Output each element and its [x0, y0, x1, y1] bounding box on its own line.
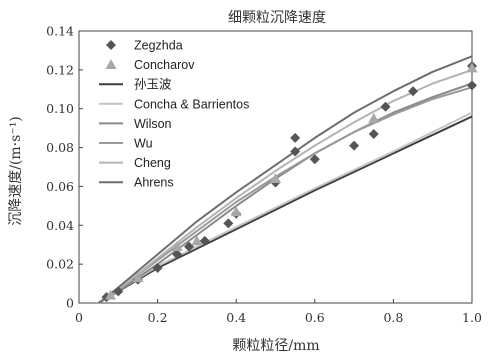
y-tick-label: 0.06	[46, 179, 74, 194]
y-axis-ticks: 0 0.02 0.04 0.06 0.08 0.10 0.12 0.14	[46, 24, 83, 311]
concharov-point	[191, 235, 203, 246]
legend-label: Wu	[134, 137, 153, 151]
zegzhda-point	[113, 286, 124, 297]
legend-label: Concha & Barrientos	[134, 97, 249, 111]
zegzhda-point	[467, 80, 477, 91]
legend-marker	[105, 59, 117, 69]
x-tick-label: 1.0	[462, 310, 482, 325]
concharov-point	[270, 173, 281, 184]
zegzhda-point	[380, 101, 391, 112]
x-tick-label: 0.8	[383, 310, 403, 325]
legend-label: Cheng	[134, 156, 171, 170]
legend-label: Ahrens	[134, 176, 174, 190]
legend-marker	[106, 40, 116, 50]
series-line-4	[98, 68, 473, 304]
series-line-0	[98, 115, 473, 304]
zegzhda-point	[290, 132, 301, 143]
y-tick-label: 0	[66, 296, 74, 311]
zegzhda-point	[309, 154, 320, 165]
concharov-point	[368, 112, 380, 123]
zegzhda-point	[290, 146, 301, 157]
series-line-1	[98, 111, 473, 304]
legend-label: Concharov	[134, 58, 195, 72]
y-tick-label: 0.02	[46, 257, 74, 272]
series-line-5	[98, 55, 473, 304]
x-axis-label: 颗粒粒径/mm	[232, 338, 319, 354]
x-tick-label: 0.4	[226, 310, 246, 325]
legend-label: 孙玉波	[134, 78, 172, 92]
zegzhda-point	[349, 140, 360, 151]
legend-label: Wilson	[134, 117, 172, 131]
y-tick-label: 0.08	[46, 140, 74, 155]
zegzhda-point	[152, 263, 163, 274]
zegzhda-point	[368, 128, 379, 139]
zegzhda-point	[184, 241, 195, 252]
x-tick-label: 0.6	[305, 310, 325, 325]
zegzhda-point	[172, 249, 183, 260]
legend-label: Zegzhda	[134, 39, 183, 53]
y-axis-label: 沉降速度/(m·s⁻¹)	[8, 116, 24, 226]
y-tick-label: 0.12	[46, 62, 74, 77]
concharov-point	[104, 289, 116, 300]
x-tick-label: 0.2	[148, 310, 168, 325]
legend: Zegzhda Concharov 孙玉波 Concha & Barrientos Wi…	[99, 39, 249, 190]
x-tick-label: 0	[75, 310, 83, 325]
zegzhda-point	[408, 86, 419, 97]
x-axis-ticks: 0 0.2 0.4 0.6 0.8 1.0	[75, 299, 482, 325]
zegzhda-point	[199, 235, 210, 246]
y-tick-label: 0.04	[46, 218, 74, 233]
concharov-point	[466, 62, 478, 73]
concharov-point	[230, 206, 242, 217]
concharov-point	[171, 241, 183, 252]
y-tick-label: 0.10	[46, 101, 74, 116]
plot-frame	[78, 30, 473, 304]
zegzhda-point	[223, 218, 234, 229]
concharov-point	[132, 272, 144, 283]
y-tick-label: 0.14	[46, 24, 74, 39]
series-markers	[101, 60, 478, 303]
chart-title: 细颗粒沉降速度	[228, 10, 326, 26]
